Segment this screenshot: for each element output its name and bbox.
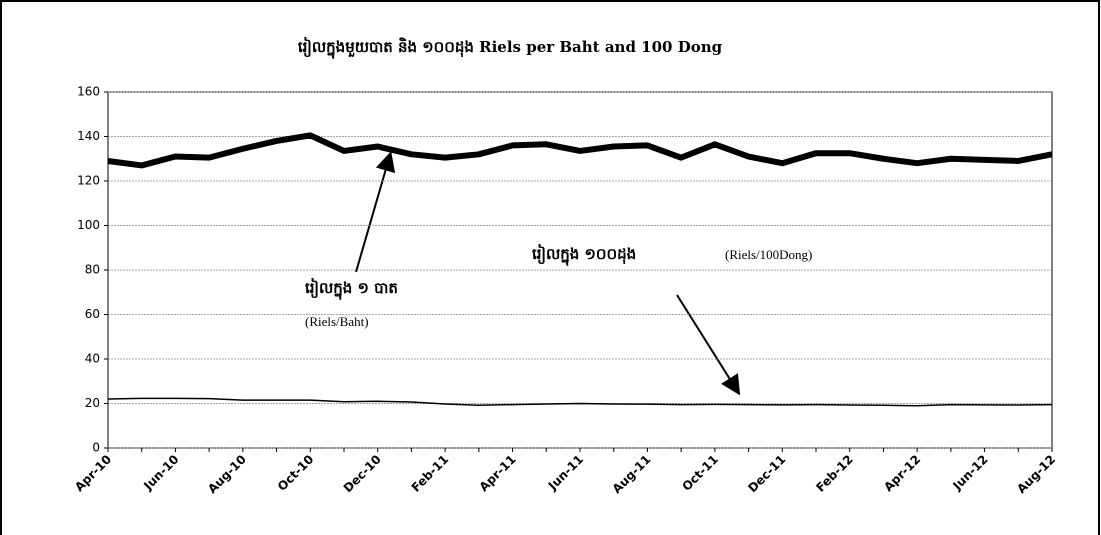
y-tick-label: 120 xyxy=(77,174,100,188)
annotation: (Riels/Baht) xyxy=(305,314,369,329)
x-tick-label: Aug-12 xyxy=(1014,452,1058,496)
y-tick-label: 80 xyxy=(85,263,100,277)
x-tick-label: Apr-12 xyxy=(881,452,923,494)
x-tick-label: Dec-10 xyxy=(341,452,384,495)
x-tick-label: Oct-10 xyxy=(275,452,317,494)
series-line xyxy=(107,132,1053,169)
y-tick-label: 20 xyxy=(85,396,100,410)
x-tick-label: Jun-10 xyxy=(140,452,181,493)
x-tick-label: Dec-11 xyxy=(745,452,788,495)
annotation: (Riels/100Dong) xyxy=(725,247,812,262)
x-tick-label: Aug-11 xyxy=(610,452,654,496)
x-tick-label: Feb-12 xyxy=(813,452,856,495)
arrow xyxy=(355,151,396,273)
x-tick-label: Jun-12 xyxy=(950,452,991,493)
x-tick-label: Apr-11 xyxy=(477,452,519,494)
y-tick-label: 100 xyxy=(77,218,100,232)
y-tick-label: 140 xyxy=(77,129,100,143)
series-line xyxy=(107,397,1053,407)
x-tick-label: Oct-11 xyxy=(679,452,721,494)
x-tick-label: Apr-10 xyxy=(72,452,114,494)
arrow xyxy=(676,294,741,396)
y-tick-label: 60 xyxy=(85,307,100,321)
y-tick-label: 160 xyxy=(77,85,100,99)
annotation: រៀលក្នុង ១០០ដុង xyxy=(532,244,636,266)
x-tick-label: Jun-11 xyxy=(545,452,586,493)
x-tick-label: Feb-11 xyxy=(409,452,452,495)
annotation: រៀលក្នុង ១ បាត xyxy=(305,278,398,300)
chart-title: រៀលក្នុងមួយបាត និង ១០០ដុង Riels per Baht… xyxy=(298,37,723,59)
x-tick-label: Aug-10 xyxy=(205,452,249,496)
y-tick-label: 0 xyxy=(92,441,100,455)
y-tick-label: 40 xyxy=(85,352,100,366)
